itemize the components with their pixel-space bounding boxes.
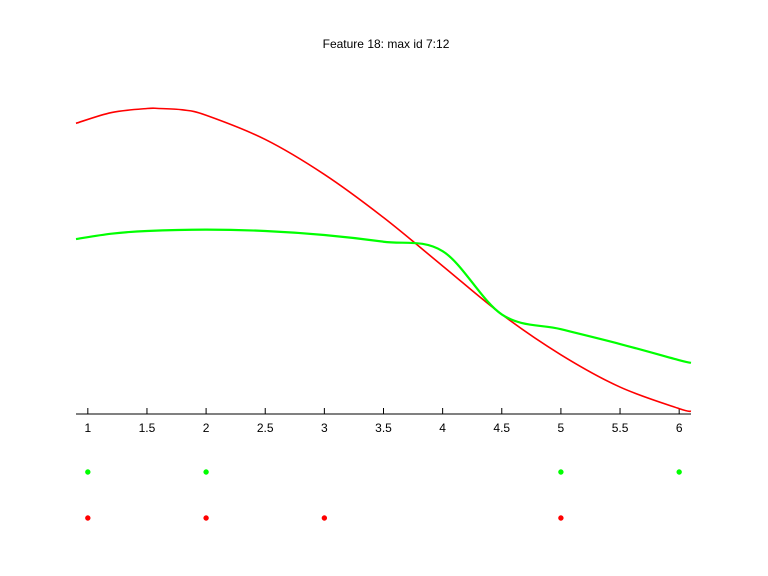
- red-marker-dot: [203, 515, 209, 521]
- x-tick-label: 4.5: [493, 421, 510, 435]
- chart-title: Feature 18: max id 7:12: [323, 37, 450, 51]
- x-tick-label: 1: [84, 421, 91, 435]
- x-tick-label: 5: [558, 421, 565, 435]
- x-axis-ticks: 1 1.5 2 2.5 3 3.5 4 4.5 5 5.5 6: [84, 408, 683, 435]
- x-tick-label: 4: [439, 421, 446, 435]
- green-marker-dot: [558, 469, 564, 475]
- green-marker-dot: [203, 469, 209, 475]
- red-marker-dot: [321, 515, 328, 521]
- series-lines: [75, 107, 692, 413]
- red-marker-dot: [85, 515, 91, 521]
- green-marker-dot: [85, 469, 91, 475]
- red-marker-dot: [558, 515, 564, 521]
- green-series-line: [75, 228, 692, 364]
- x-tick-label: 2: [203, 421, 210, 435]
- red-series-line: [75, 107, 692, 413]
- x-tick-label: 6: [676, 421, 683, 435]
- x-tick-label: 5.5: [612, 421, 629, 435]
- observation-dot-rows: [85, 469, 682, 521]
- green-marker-dot: [676, 469, 682, 475]
- x-tick-label: 3: [321, 421, 328, 435]
- x-tick-label: 1.5: [139, 421, 156, 435]
- x-tick-label: 2.5: [257, 421, 274, 435]
- x-tick-label: 3.5: [375, 421, 392, 435]
- plot-area: 1 1.5 2 2.5 3 3.5 4 4.5 5 5.5 6: [75, 107, 692, 435]
